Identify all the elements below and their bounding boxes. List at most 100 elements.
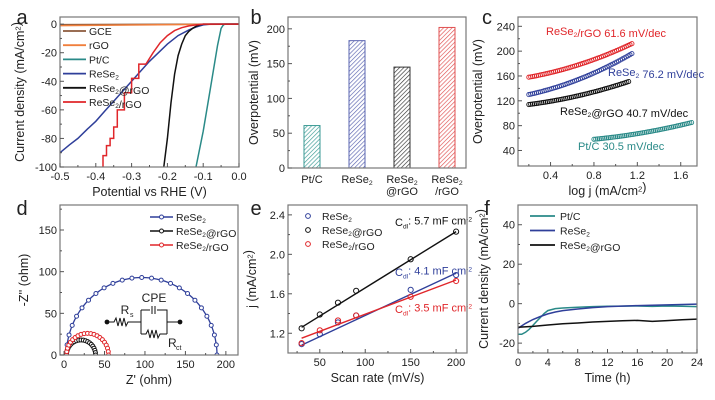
x-tick-label: 0 xyxy=(515,357,521,369)
data-point xyxy=(74,313,80,319)
y-tick-label: 200 xyxy=(267,24,285,36)
x-tick-label: 150 xyxy=(176,359,194,371)
data-point xyxy=(607,135,613,141)
data-point xyxy=(595,136,601,142)
legend-marker xyxy=(305,213,311,219)
data-point xyxy=(66,332,72,338)
y-tick-label: 100 xyxy=(39,267,57,279)
data-point xyxy=(208,322,214,328)
data-point xyxy=(168,280,174,286)
rs-label: R xyxy=(121,303,130,317)
x-axis-label: log j (mA/cm2) xyxy=(569,181,647,198)
data-point xyxy=(452,271,460,279)
data-point xyxy=(616,133,622,139)
y-tick-label: 150 xyxy=(39,225,57,237)
legend-marker xyxy=(159,214,164,220)
y-tick-label: 100 xyxy=(267,93,285,105)
panel-e: e Cdl: 4.1 mF cm-2 Cdl: 5.7 mF cm-2 Cdl: 3.… xyxy=(242,198,473,385)
panel-label-d: d xyxy=(16,198,27,220)
x-tick-label: 200 xyxy=(447,357,465,369)
data-point xyxy=(407,286,414,293)
y-tick-label: 120 xyxy=(497,96,515,108)
data-point xyxy=(526,101,532,108)
cpe-label: CPE xyxy=(142,291,167,305)
y-tick-label: 0 xyxy=(279,163,285,175)
fit-line xyxy=(301,231,457,328)
data-point xyxy=(602,135,608,141)
y-tick-label: 50 xyxy=(273,128,285,140)
x-tick-label: 150 xyxy=(401,357,419,369)
y-axis-label: Current density (mA/cm2) xyxy=(10,22,27,162)
x-tick-label: -0.3 xyxy=(122,171,141,183)
resistor-rct xyxy=(141,328,167,340)
data-point xyxy=(176,285,182,291)
cdl-annotation: Cdl: 3.5 mF cm-2 xyxy=(395,302,472,317)
x-tick-label: -0.5 xyxy=(51,171,70,183)
data-point xyxy=(213,342,219,348)
data-point xyxy=(149,275,155,281)
x-tick-label: 12 xyxy=(601,357,613,369)
y-tick-label: 40 xyxy=(503,145,515,157)
bar xyxy=(303,125,321,169)
x-tick-label: ReSe2 xyxy=(431,174,463,187)
data-point xyxy=(531,101,537,107)
data-point xyxy=(634,131,640,137)
y-tick-label: -60 xyxy=(41,105,57,117)
data-point xyxy=(353,312,360,319)
y-axis-label: j (mA/cm2) xyxy=(242,250,259,309)
legend-label: ReSe2 xyxy=(89,69,119,82)
panel-label-e: e xyxy=(250,198,261,220)
data-point xyxy=(139,275,145,280)
data-point xyxy=(627,132,633,138)
x-tick-label: 200 xyxy=(217,359,235,371)
cdl-annotation: Cdl: 5.7 mF cm-2 xyxy=(395,215,472,230)
fit-line xyxy=(301,279,457,339)
data-point xyxy=(613,134,619,140)
plot-area xyxy=(518,303,697,336)
data-point xyxy=(353,287,360,294)
data-point xyxy=(204,313,210,319)
x-tick-label: @rGO xyxy=(386,186,418,198)
plot-area xyxy=(298,228,460,348)
panel-a: a -0.5 -0.4 -0.3 -0.2 -0.1 0.0 0 -20 -40 -60 -80 -10… xyxy=(10,7,247,199)
x-tick-label: Pt/C xyxy=(301,174,322,186)
y-axis-label: -Z'' (ohm) xyxy=(17,254,31,307)
series-line xyxy=(518,305,697,336)
legend-label: ReSe2/rGO xyxy=(322,239,375,253)
slope-annotation: ReSe2/rGO 61.6 mV/dec xyxy=(546,26,666,40)
rs-subscript: s xyxy=(130,312,134,319)
data-point xyxy=(407,256,414,263)
slope-annotation: Pt/C 30.5 mV/dec xyxy=(578,141,665,153)
series-line xyxy=(60,23,239,154)
bar xyxy=(348,40,366,169)
plot-frame xyxy=(59,16,240,168)
y-tick-label: 240 xyxy=(497,21,515,33)
data-point xyxy=(605,135,611,141)
legend-label: ReSe2 xyxy=(176,212,206,225)
x-tick-label: 24 xyxy=(691,357,703,369)
data-point xyxy=(620,133,626,139)
y-tick-label: 160 xyxy=(497,71,515,83)
x-tick-label: 0 xyxy=(61,359,67,371)
data-point xyxy=(298,340,305,347)
y-tick-label: -80 xyxy=(41,133,57,145)
data-point xyxy=(334,317,342,324)
plot-frame xyxy=(287,204,468,354)
legend-label: ReSe2@rGO xyxy=(560,240,620,254)
slope-annotation: ReSe2 76.2 mV/dec xyxy=(608,67,705,81)
cdl-annotation: Cdl: 4.1 mF cm-2 xyxy=(395,265,472,280)
data-point xyxy=(596,136,602,142)
x-tick-label: 0.4 xyxy=(543,170,558,182)
data-point xyxy=(119,277,125,283)
x-axis-label: Scan rate (mV/s) xyxy=(331,371,425,385)
x-tick-label: 50 xyxy=(314,357,326,369)
x-tick-label: 1.6 xyxy=(673,170,688,182)
data-point xyxy=(407,293,414,300)
y-tick-label: 200 xyxy=(497,46,515,58)
y-tick-label: 80 xyxy=(503,121,515,133)
data-point xyxy=(529,101,536,107)
legend-label: ReSe2 xyxy=(560,226,590,239)
data-point xyxy=(192,297,198,303)
x-tick-label: 50 xyxy=(98,359,110,371)
